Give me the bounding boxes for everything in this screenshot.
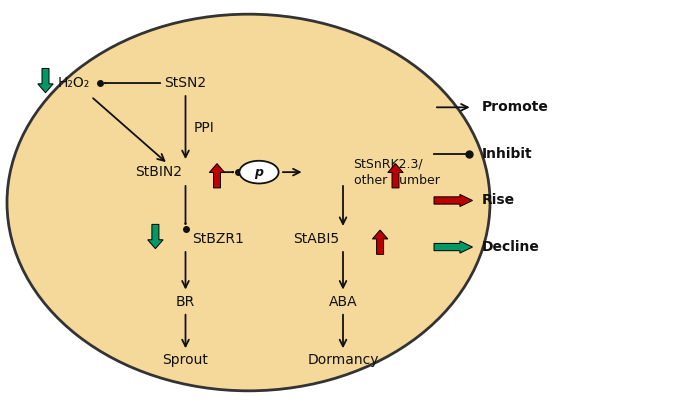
Text: p: p	[255, 166, 263, 179]
FancyArrow shape	[38, 68, 53, 93]
Circle shape	[239, 161, 279, 183]
Text: Rise: Rise	[482, 194, 514, 207]
Text: StABI5: StABI5	[293, 232, 340, 246]
Text: Decline: Decline	[482, 240, 540, 254]
Ellipse shape	[7, 14, 490, 391]
Text: StSnRK2.3/
other number: StSnRK2.3/ other number	[354, 157, 440, 187]
Text: Dormancy: Dormancy	[307, 354, 379, 367]
Text: Promote: Promote	[482, 100, 549, 114]
Text: StBIN2: StBIN2	[135, 165, 182, 179]
FancyArrow shape	[388, 164, 403, 188]
Text: StSN2: StSN2	[164, 76, 206, 90]
Text: StBZR1: StBZR1	[193, 232, 244, 246]
Text: H₂O₂: H₂O₂	[57, 76, 90, 90]
Text: PPI: PPI	[194, 121, 215, 134]
Text: ABA: ABA	[329, 295, 357, 309]
FancyArrow shape	[372, 230, 388, 254]
Text: Inhibit: Inhibit	[482, 147, 532, 161]
Text: Sprout: Sprout	[162, 354, 209, 367]
Text: BR: BR	[176, 295, 195, 309]
FancyArrow shape	[434, 241, 473, 253]
FancyArrow shape	[148, 224, 163, 249]
FancyArrow shape	[209, 164, 225, 188]
FancyArrow shape	[434, 194, 473, 207]
